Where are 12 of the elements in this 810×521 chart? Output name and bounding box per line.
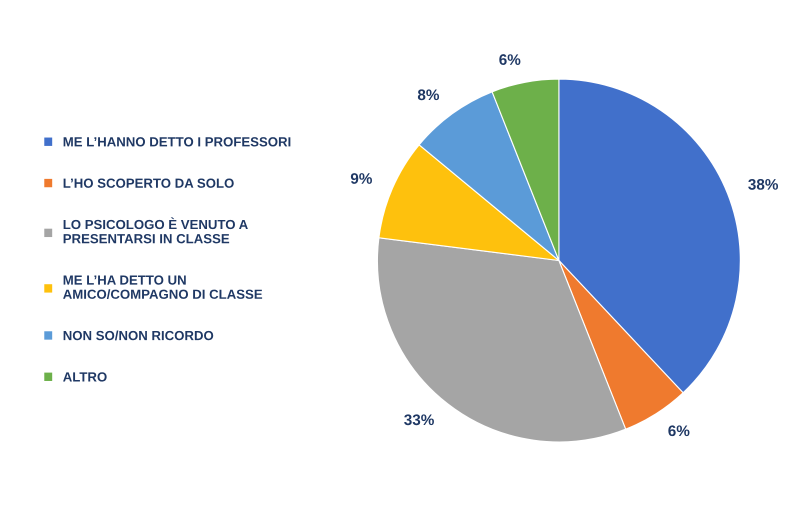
legend-label: NON SO/NON RICORDO bbox=[64, 330, 214, 340]
data-label: 6% bbox=[668, 425, 690, 436]
legend-label: ME L’HA DETTO UN AMICO/COMPAGNO DI CLASSE bbox=[63, 275, 262, 300]
data-label: 6% bbox=[499, 54, 520, 65]
legend-label: ALTRO bbox=[63, 372, 107, 382]
legend-label: L’HO SCOPERTO DA SOLO bbox=[64, 178, 234, 188]
data-label: 9% bbox=[350, 173, 372, 184]
legend-label: LO PSICOLOGO È VENUTO A PRESENTARSI IN CLASSE bbox=[64, 217, 248, 244]
legend-label: ME L’HANNO DETTO I PROFESSORI bbox=[64, 137, 290, 147]
data-label: 33% bbox=[404, 414, 434, 426]
data-label: 8% bbox=[418, 89, 440, 100]
data-label: 38% bbox=[748, 178, 778, 190]
